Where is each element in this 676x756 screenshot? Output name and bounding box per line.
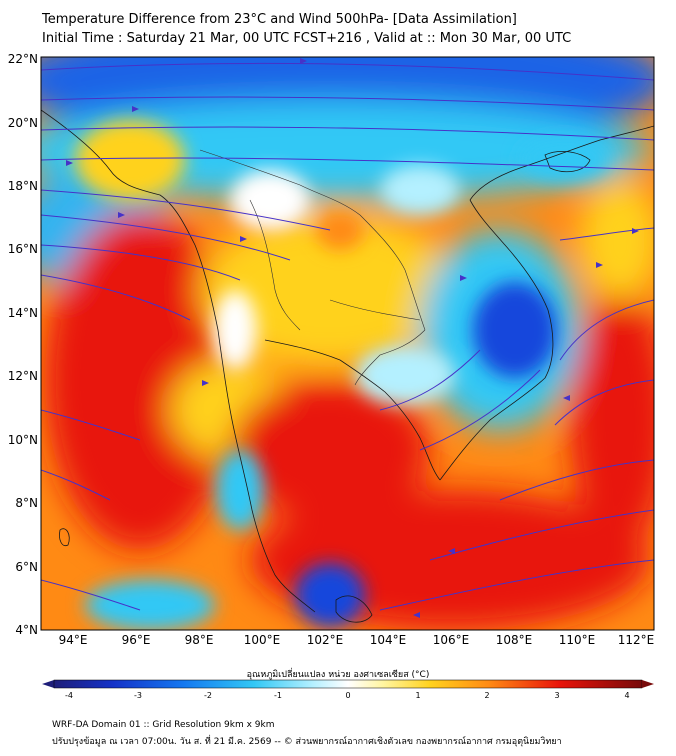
- lon-tick-96: 96°E: [122, 633, 151, 647]
- lon-tick-94: 94°E: [59, 633, 88, 647]
- lat-tick-18: 18°N: [8, 179, 38, 193]
- map-subtitle: Initial Time : Saturday 21 Mar, 00 UTC F…: [42, 31, 572, 46]
- footer-model-info: WRF-DA Domain 01 :: Grid Resolution 9km …: [52, 720, 275, 730]
- lon-tick-98: 98°E: [185, 633, 214, 647]
- lat-tick-4: 4°N: [15, 623, 38, 637]
- temperature-field: [41, 57, 654, 630]
- lon-tick-106: 106°E: [433, 633, 470, 647]
- colorbar-label: อุณหภูมิเปลี่ยนแปลง หน่วย องศาเซลเซียส (…: [246, 670, 430, 680]
- lat-ticks: 22°N 20°N 18°N 16°N 14°N 12°N 10°N 8°N 6…: [8, 52, 38, 637]
- lat-tick-16: 16°N: [8, 242, 38, 256]
- lon-tick-102: 102°E: [307, 633, 344, 647]
- lon-tick-100: 100°E: [244, 633, 281, 647]
- coastlines: [41, 109, 654, 623]
- map-frame: [40, 56, 655, 631]
- colorbar-max-arrow: [642, 680, 654, 688]
- lon-tick-110: 110°E: [559, 633, 596, 647]
- cbar-tick-3: 3: [554, 691, 559, 700]
- lat-tick-12: 12°N: [8, 369, 38, 383]
- colorbar-min-arrow: [42, 680, 54, 688]
- lon-tick-112: 112°E: [618, 633, 655, 647]
- cbar-tick-neg1: -1: [274, 691, 282, 700]
- lat-tick-10: 10°N: [8, 433, 38, 447]
- map-title: Temperature Difference from 23°C and Win…: [42, 12, 517, 27]
- cbar-tick-1: 1: [415, 691, 420, 700]
- lon-ticks: 94°E 96°E 98°E 100°E 102°E 104°E 106°E 1…: [59, 633, 655, 647]
- cbar-tick-neg3: -3: [134, 691, 142, 700]
- lat-tick-14: 14°N: [8, 306, 38, 320]
- cbar-tick-neg2: -2: [204, 691, 212, 700]
- wind-arrows: [66, 58, 639, 618]
- colorbar-bar: [53, 679, 643, 689]
- lon-tick-108: 108°E: [496, 633, 533, 647]
- cbar-tick-4: 4: [624, 691, 629, 700]
- colorbar: -4 -3 -2 -1 0 1 2 3 4: [42, 679, 654, 700]
- footer-update-info: ปรับปรุงข้อมูล ณ เวลา 07:00น. วัน ส. ที่…: [52, 737, 562, 747]
- country-borders: [199, 149, 426, 386]
- lat-tick-20: 20°N: [8, 116, 38, 130]
- lat-tick-22: 22°N: [8, 52, 38, 66]
- cbar-tick-2: 2: [484, 691, 489, 700]
- lat-tick-8: 8°N: [15, 496, 38, 510]
- cbar-tick-0: 0: [345, 691, 350, 700]
- lat-tick-6: 6°N: [15, 560, 38, 574]
- cbar-tick-neg4: -4: [65, 691, 73, 700]
- lon-tick-104: 104°E: [370, 633, 407, 647]
- wind-streamlines: [41, 62, 654, 611]
